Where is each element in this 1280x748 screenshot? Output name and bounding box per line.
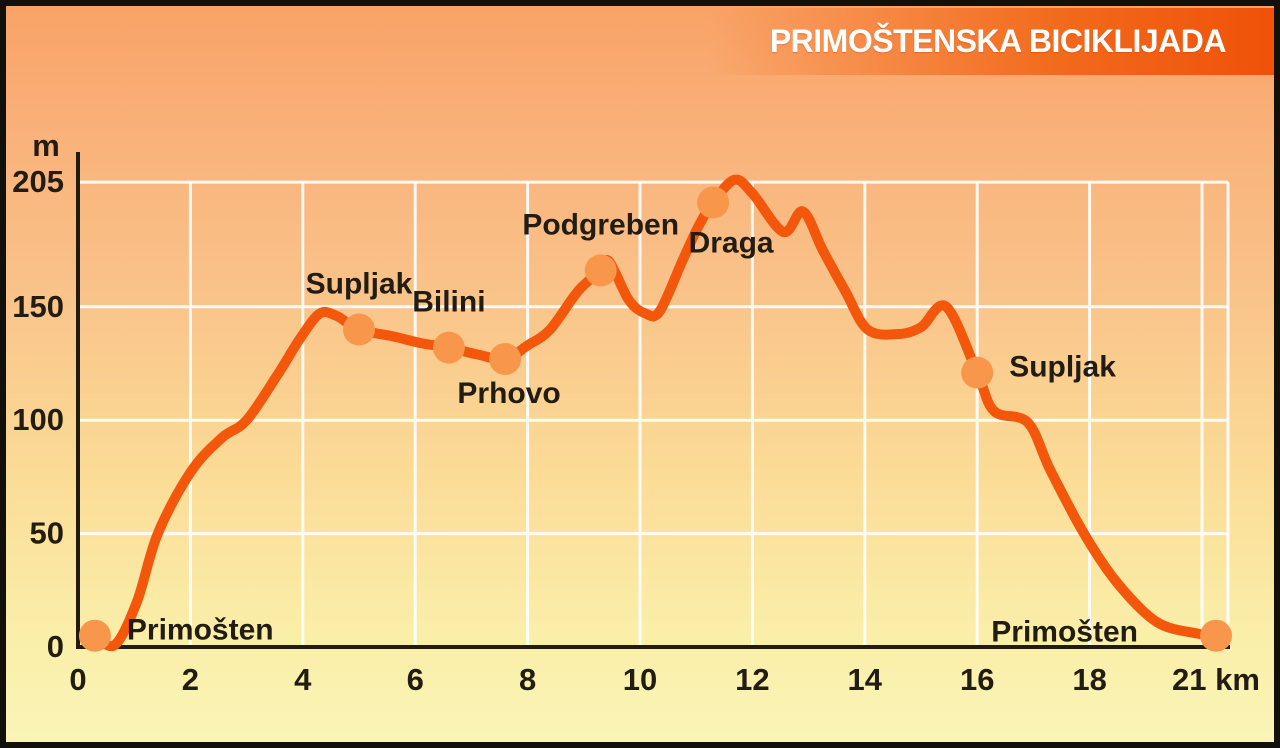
x-tick-label: 0 — [69, 662, 86, 697]
station-label: Prhovo — [457, 377, 560, 410]
station-label: Supljak — [1009, 351, 1116, 384]
y-tick-label: 0 — [47, 629, 64, 664]
station-marker — [1200, 619, 1232, 652]
x-tick-label: 16 — [960, 662, 994, 697]
station-marker — [78, 619, 111, 652]
y-tick-label: 100 — [12, 402, 64, 437]
chart-title: PRIMOŠTENSKA BICIKLIJADA — [769, 23, 1227, 59]
x-tick-label: 12 — [735, 662, 769, 697]
station-label: Podgreben — [522, 209, 679, 242]
x-tick-label: 2 — [182, 662, 199, 697]
station-marker — [432, 331, 465, 364]
title-banner: PRIMOŠTENSKA BICIKLIJADA — [708, 8, 1274, 75]
station-marker — [584, 254, 617, 287]
station-label: Bilini — [412, 286, 485, 319]
x-tick-label: 4 — [294, 662, 312, 697]
y-tick-label: 205 — [12, 164, 64, 199]
y-tick-label: 50 — [30, 516, 64, 551]
station-marker — [489, 343, 522, 375]
elevation-chart: PrimoštenSupljakBiliniPrhovoPodgrebenDra… — [12, 128, 1260, 697]
x-tick-label: 10 — [623, 662, 657, 697]
x-tick-label: 18 — [1072, 662, 1106, 697]
x-tick-label: 14 — [848, 662, 883, 697]
station-label: Primošten — [991, 616, 1138, 649]
station-marker — [697, 186, 730, 219]
station-label: Supljak — [306, 268, 413, 301]
y-tick-label: 150 — [12, 289, 64, 324]
x-tick-label: 21 km — [1172, 662, 1260, 697]
y-axis-unit-label: m — [32, 128, 60, 163]
station-marker — [343, 313, 375, 346]
x-tick-label: 6 — [407, 662, 424, 697]
elevation-profile-line — [89, 174, 1221, 652]
station-label: Primošten — [127, 614, 274, 647]
station-label: Draga — [689, 227, 774, 260]
x-tick-label: 8 — [519, 662, 536, 697]
station-marker — [961, 356, 994, 389]
